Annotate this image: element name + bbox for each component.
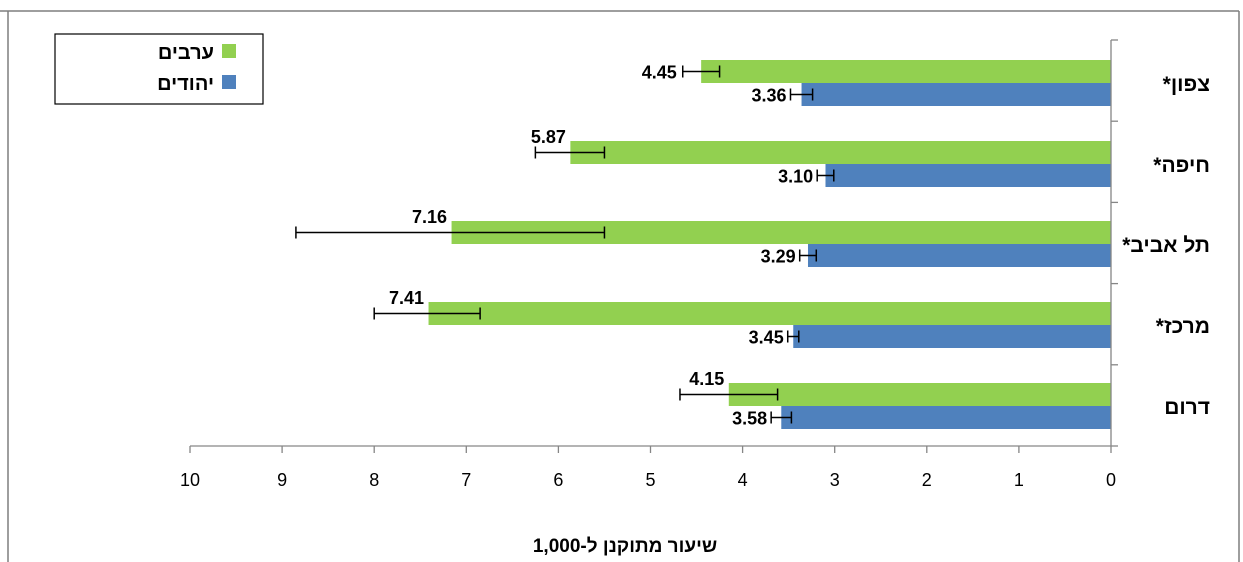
value-tick-label: 5 <box>645 470 655 490</box>
value-tick-label: 10 <box>180 470 200 490</box>
bar-south-series-1 <box>781 406 1111 429</box>
error-bar-south-series-0 <box>679 388 779 401</box>
data-label-north-series-0: 4.45 <box>642 63 677 83</box>
value-tick-label: 2 <box>922 470 932 490</box>
bar-center-series-0 <box>428 302 1111 325</box>
error-bar-center-series-1 <box>786 330 800 343</box>
legend-swatch-jews <box>222 75 236 89</box>
category-label-north: *צפון <box>1163 73 1210 96</box>
bar-tel-aviv-series-0 <box>451 221 1112 244</box>
value-tick-label: 0 <box>1106 470 1116 490</box>
error-bar-tel-aviv-series-1 <box>798 249 818 262</box>
data-label-haifa-series-1: 3.10 <box>778 167 813 187</box>
data-label-center-series-0: 7.41 <box>389 288 424 308</box>
value-tick-label: 8 <box>369 470 379 490</box>
category-label-haifa: *חיפה <box>1153 154 1210 177</box>
value-tick-label: 9 <box>277 470 287 490</box>
error-bar-center-series-0 <box>373 307 481 320</box>
category-label-center: *מרכז <box>1156 315 1210 338</box>
bar-center-series-1 <box>793 325 1111 348</box>
legend-swatch-arabs <box>222 44 236 58</box>
value-tick-label: 7 <box>461 470 471 490</box>
data-label-center-series-1: 3.45 <box>749 328 784 348</box>
error-bar-tel-aviv-series-0 <box>295 226 606 239</box>
data-label-south-series-1: 3.58 <box>732 409 767 429</box>
bar-haifa-series-1 <box>825 164 1111 187</box>
legend: ערבים יהודים <box>54 33 264 105</box>
bar-north-series-0 <box>701 60 1111 83</box>
value-tick-label: 1 <box>1014 470 1024 490</box>
bar-tel-aviv-series-1 <box>807 244 1111 267</box>
error-bar-south-series-1 <box>770 411 793 424</box>
chart-border <box>0 10 1240 562</box>
data-label-tel-aviv-series-0: 7.16 <box>412 207 447 227</box>
data-label-north-series-1: 3.36 <box>751 86 786 106</box>
bar-north-series-1 <box>801 83 1111 106</box>
data-label-haifa-series-0: 5.87 <box>531 127 566 147</box>
error-bars-layer <box>295 65 835 424</box>
legend-label-jews: יהודים <box>157 73 214 95</box>
bar-haifa-series-0 <box>570 141 1111 164</box>
value-tick-label: 6 <box>553 470 563 490</box>
error-bar-haifa-series-0 <box>534 146 606 159</box>
bar-south-series-0 <box>728 383 1111 406</box>
value-tick-label: 3 <box>830 470 840 490</box>
error-bar-north-series-1 <box>789 88 814 101</box>
error-bar-north-series-0 <box>681 65 721 78</box>
data-labels-layer: 4.45 3.36 5.87 3.10 7.16 3.29 7.41 3.45 4.15 3.58 <box>389 63 813 429</box>
category-label-tel-aviv: *תל אביב <box>1122 234 1210 257</box>
axis-layer: *צפון *חיפה *תל אביב *מרכז דרום 0 1 2 3 4 5 6 7 8 9 10 <box>180 39 1210 490</box>
legend-label-arabs: ערבים <box>158 42 214 64</box>
data-label-south-series-0: 4.15 <box>689 369 724 389</box>
value-tick-label: 4 <box>738 470 748 490</box>
data-label-tel-aviv-series-1: 3.29 <box>761 247 796 267</box>
bars-layer <box>428 60 1112 429</box>
error-bar-haifa-series-1 <box>816 169 835 182</box>
category-label-south: דרום <box>1164 396 1210 419</box>
x-axis-title: שיעור מתוקנן ל-1,000 <box>533 536 717 557</box>
